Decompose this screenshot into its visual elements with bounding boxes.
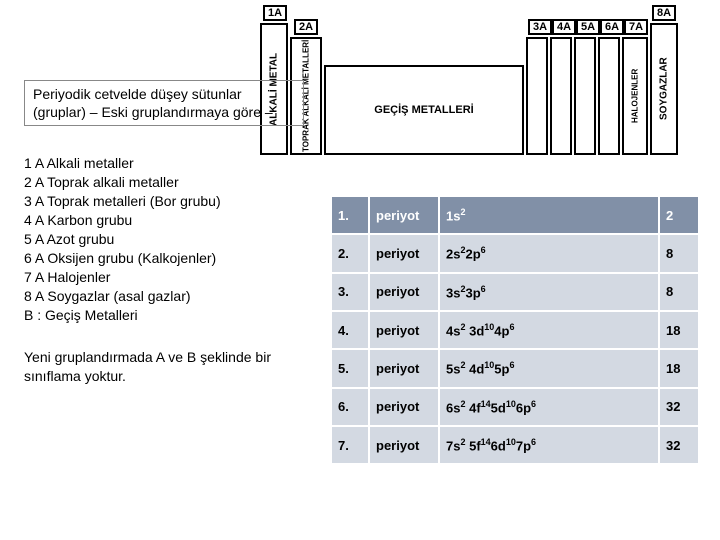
cell-period-lbl: periyot: [369, 273, 439, 311]
cell-electron-config: 1s2: [439, 196, 659, 234]
cell-period-lbl: periyot: [369, 311, 439, 349]
cell-element-count: 2: [659, 196, 699, 234]
group-item: 3 A Toprak metalleri (Bor grubu): [24, 192, 304, 211]
periodic-groups-diagram: 1A 2A 3A 4A 5A 6A 7A 8A ALKALİ METAL TOP…: [260, 5, 690, 165]
table-row: 6.periyot6s2 4f145d106p632: [331, 388, 699, 426]
col-5a: [574, 37, 596, 155]
cell-period-num: 5.: [331, 349, 369, 387]
cell-element-count: 8: [659, 234, 699, 272]
col-gecis: GEÇİŞ METALLERİ: [326, 67, 522, 153]
cell-period-num: 4.: [331, 311, 369, 349]
cell-electron-config: 6s2 4f145d106p6: [439, 388, 659, 426]
group-item: 6 A Oksijen grubu (Kalkojenler): [24, 249, 304, 268]
table-row: 1.periyot1s22: [331, 196, 699, 234]
table-row: 7.periyot7s2 5f146d107p632: [331, 426, 699, 464]
group-list: 1 A Alkali metaller 2 A Toprak alkali me…: [24, 154, 304, 324]
group-item: 7 A Halojenler: [24, 268, 304, 287]
cell-period-num: 7.: [331, 426, 369, 464]
cell-period-num: 6.: [331, 388, 369, 426]
col-soygaz: SOYGAZLAR: [652, 25, 676, 153]
cell-electron-config: 2s22p6: [439, 234, 659, 272]
group-label-2a: 2A: [294, 19, 318, 35]
group-item: 5 A Azot grubu: [24, 230, 304, 249]
table-row: 3.periyot3s23p68: [331, 273, 699, 311]
period-table: 1.periyot1s222.periyot2s22p683.periyot3s…: [330, 195, 700, 465]
cell-electron-config: 7s2 5f146d107p6: [439, 426, 659, 464]
cell-period-lbl: periyot: [369, 388, 439, 426]
cell-period-lbl: periyot: [369, 234, 439, 272]
group-item: 1 A Alkali metaller: [24, 154, 304, 173]
cell-element-count: 18: [659, 349, 699, 387]
col-3a: [526, 37, 548, 155]
group-label-1a: 1A: [263, 5, 287, 21]
group-label-7a: 7A: [624, 19, 648, 35]
cell-element-count: 32: [659, 388, 699, 426]
group-item: 2 A Toprak alkali metaller: [24, 173, 304, 192]
cell-electron-config: 5s2 4d105p6: [439, 349, 659, 387]
group-label-4a: 4A: [552, 19, 576, 35]
cell-electron-config: 4s2 3d104p6: [439, 311, 659, 349]
cell-period-lbl: periyot: [369, 349, 439, 387]
cell-element-count: 18: [659, 311, 699, 349]
group-label-6a: 6A: [600, 19, 624, 35]
cell-period-num: 1.: [331, 196, 369, 234]
col-4a: [550, 37, 572, 155]
footer-note: Yeni gruplandırmada A ve B şeklinde bir …: [24, 348, 304, 386]
cell-electron-config: 3s23p6: [439, 273, 659, 311]
left-column: Periyodik cetvelde düşey sütunlar (grupl…: [24, 80, 304, 386]
group-item: B : Geçiş Metalleri: [24, 306, 304, 325]
table-row: 4.periyot4s2 3d104p618: [331, 311, 699, 349]
table-row: 5.periyot5s2 4d105p618: [331, 349, 699, 387]
col-halojen: HALOJENLER: [624, 39, 646, 153]
intro-text: Periyodik cetvelde düşey sütunlar (grupl…: [24, 80, 304, 126]
group-label-3a: 3A: [528, 19, 552, 35]
period-table-body: 1.periyot1s222.periyot2s22p683.periyot3s…: [330, 195, 700, 465]
cell-period-lbl: periyot: [369, 196, 439, 234]
table-row: 2.periyot2s22p68: [331, 234, 699, 272]
group-item: 4 A Karbon grubu: [24, 211, 304, 230]
group-label-5a: 5A: [576, 19, 600, 35]
group-label-8a: 8A: [652, 5, 676, 21]
cell-period-lbl: periyot: [369, 426, 439, 464]
col-6a: [598, 37, 620, 155]
cell-period-num: 3.: [331, 273, 369, 311]
cell-element-count: 32: [659, 426, 699, 464]
cell-element-count: 8: [659, 273, 699, 311]
cell-period-num: 2.: [331, 234, 369, 272]
group-item: 8 A Soygazlar (asal gazlar): [24, 287, 304, 306]
